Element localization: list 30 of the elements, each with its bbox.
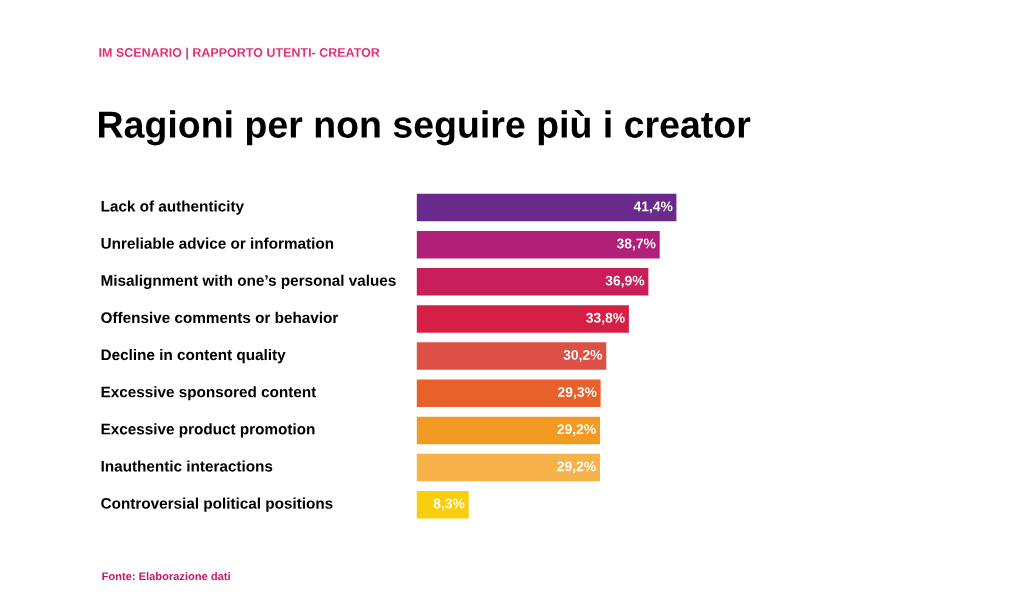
bar (416, 490, 469, 519)
data-label: 29,2% (557, 424, 596, 437)
y-tick-label: Decline in content quality (101, 348, 286, 364)
bar (416, 193, 677, 222)
bar (416, 416, 601, 445)
bar (416, 379, 601, 407)
bar (416, 453, 601, 482)
y-tick-label: Excessive sponsored content (101, 386, 317, 401)
data-label: 29,3% (557, 387, 597, 399)
y-tick-label: Offensive comments or behavior (101, 311, 339, 324)
data-label: 36,9% (605, 275, 645, 288)
y-tick-label: Misalignment with one’s personal values (101, 274, 396, 289)
data-label: 29,2% (557, 461, 596, 474)
chart-title: Ragioni per non seguire più i creator (99, 110, 751, 146)
y-tick-label: Unreliable advice or information (101, 237, 334, 249)
source-note: Fonte: Elaborazione dati (102, 572, 230, 581)
data-label: 30,2% (563, 350, 603, 362)
y-tick-label: Excessive product promotion (101, 423, 315, 438)
bar (416, 305, 629, 333)
bar (416, 268, 649, 296)
data-label: 41,4% (633, 201, 673, 214)
text: IM SCENARIO | RAPPORTO UTENTI- CREATOR (99, 47, 380, 60)
data-label: 33,8% (586, 312, 625, 325)
y-tick-label: Controversial political positions (101, 497, 333, 512)
bar (416, 342, 607, 370)
y-tick-label: Inauthentic interactions (101, 460, 273, 472)
bar (416, 230, 660, 259)
data-label: 38,7% (616, 238, 656, 251)
data-label: 8,3% (433, 498, 465, 511)
y-tick-label: Lack of authenticity (101, 200, 244, 215)
